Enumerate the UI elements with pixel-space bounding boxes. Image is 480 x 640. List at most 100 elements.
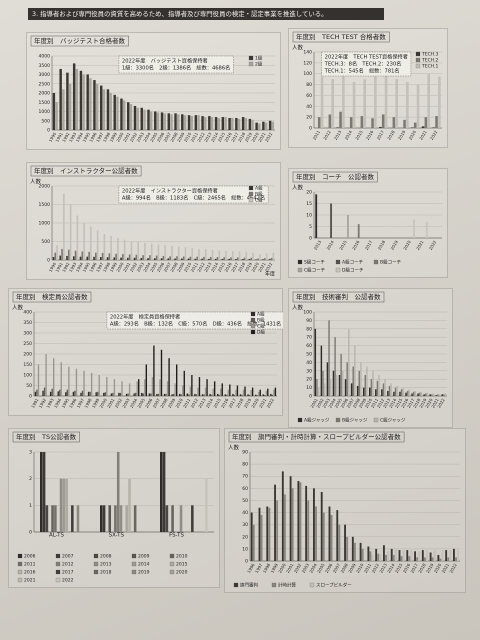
bar xyxy=(226,394,228,396)
legend-label: A級ジャッジ xyxy=(304,417,330,424)
bar xyxy=(342,73,345,128)
legend-label: 2016 xyxy=(24,570,36,576)
legend-swatch xyxy=(131,553,137,559)
chart-frame xyxy=(224,428,466,593)
legend-label: 2級 xyxy=(255,61,263,68)
bar xyxy=(119,505,123,532)
bar xyxy=(133,393,135,396)
bar xyxy=(262,394,264,396)
x-tick-label: 2006 xyxy=(156,131,166,143)
bar xyxy=(248,394,251,396)
bar xyxy=(398,550,401,561)
chart-title: 年度別 TECH TEST 合格者数 xyxy=(296,32,386,41)
bar xyxy=(112,392,114,396)
y-axis-label: 人数 xyxy=(30,178,42,186)
legend-swatch xyxy=(250,317,256,323)
bar xyxy=(43,387,46,396)
x-tick-label: 2018 xyxy=(237,131,247,143)
legend-label: 2019 xyxy=(138,570,150,576)
bar xyxy=(317,387,320,396)
x-tick-label: 1998 xyxy=(83,397,93,409)
bar xyxy=(394,548,397,561)
x-tick-label: 1994 xyxy=(53,397,63,409)
x-tick-label: 2022 xyxy=(264,261,274,273)
bar xyxy=(334,337,336,396)
legend-label: 2009 xyxy=(138,554,150,560)
bar xyxy=(289,476,292,561)
y-tick-label: 2 xyxy=(29,476,32,482)
x-tick-label: 2004 xyxy=(327,397,337,409)
x-tick-label: 2019 xyxy=(243,397,253,409)
chart-title: 年度別 旗門審判・計時計算・スロープビルダー公認者数 xyxy=(232,432,401,441)
bar xyxy=(315,194,318,238)
bar xyxy=(425,221,428,238)
bar xyxy=(262,121,265,130)
bar xyxy=(191,505,194,532)
y-tick-label: 100 xyxy=(303,310,312,316)
bar xyxy=(79,70,83,130)
legend-label: 2022 xyxy=(62,578,74,584)
legend-swatch xyxy=(297,259,303,265)
x-tick-label: 2014 xyxy=(386,562,396,574)
bar xyxy=(266,506,269,561)
bar xyxy=(83,370,85,396)
x-tick-label: 2016 xyxy=(400,397,410,409)
x-tick-label: 1992 xyxy=(38,397,48,409)
y-tick-label: 0 xyxy=(47,258,50,264)
title-box xyxy=(30,35,129,47)
bar xyxy=(113,257,116,260)
bar xyxy=(230,257,232,260)
x-tick-label: 2012 xyxy=(190,397,200,409)
bar xyxy=(377,553,380,561)
bar xyxy=(181,258,183,260)
bar xyxy=(217,117,220,130)
x-tick-label: 2020 xyxy=(408,129,418,141)
x-tick-label: 2012 xyxy=(371,562,381,574)
x-tick-label: 2010 xyxy=(183,131,193,143)
x-tick-label: 2011 xyxy=(182,397,192,409)
bar xyxy=(388,385,391,396)
bar xyxy=(429,552,432,561)
bar xyxy=(255,259,258,260)
bar xyxy=(95,392,97,396)
bar xyxy=(443,394,445,396)
y-tick-label: 50 xyxy=(242,498,248,504)
bar xyxy=(128,383,131,396)
legend-swatch xyxy=(55,553,61,559)
bar xyxy=(147,258,149,260)
x-tick-label: 1996 xyxy=(246,562,256,574)
bar xyxy=(198,377,201,396)
x-tick-label: 2000 xyxy=(115,131,125,143)
annotation-box xyxy=(118,55,234,74)
bar xyxy=(61,248,63,260)
annotation-text: 2022年度 TECH TEST資格保持者 xyxy=(325,53,408,61)
x-tick-label: 2022 xyxy=(448,562,458,574)
bar xyxy=(273,389,275,396)
legend-label: 2012 xyxy=(62,562,74,568)
y-tick-label: 5 xyxy=(309,224,312,230)
bar xyxy=(299,482,302,561)
chart-title: 年度別 コーチ 公認者数 xyxy=(296,172,375,181)
bar xyxy=(165,505,169,532)
bar xyxy=(205,478,208,532)
y-tick-label: 0 xyxy=(309,236,312,242)
legend-swatch xyxy=(297,267,303,273)
x-tick-label: 1994 xyxy=(75,261,85,273)
title-box xyxy=(30,165,142,177)
bar xyxy=(251,119,254,130)
bar xyxy=(375,389,377,396)
bar xyxy=(54,505,57,532)
bar xyxy=(353,542,356,561)
x-tick-label: 2008 xyxy=(159,397,169,409)
bar xyxy=(42,390,44,396)
bar xyxy=(157,244,160,260)
chart-frame xyxy=(288,28,448,148)
x-tick-label: 2021 xyxy=(415,239,425,251)
bar xyxy=(59,68,62,130)
y-tick-label: 3 xyxy=(29,450,32,456)
bar xyxy=(335,375,338,396)
legend-swatch xyxy=(169,569,175,575)
bar xyxy=(87,391,90,396)
x-tick-label: 2004 xyxy=(308,562,318,574)
x-tick-label: 1991 xyxy=(54,261,64,273)
